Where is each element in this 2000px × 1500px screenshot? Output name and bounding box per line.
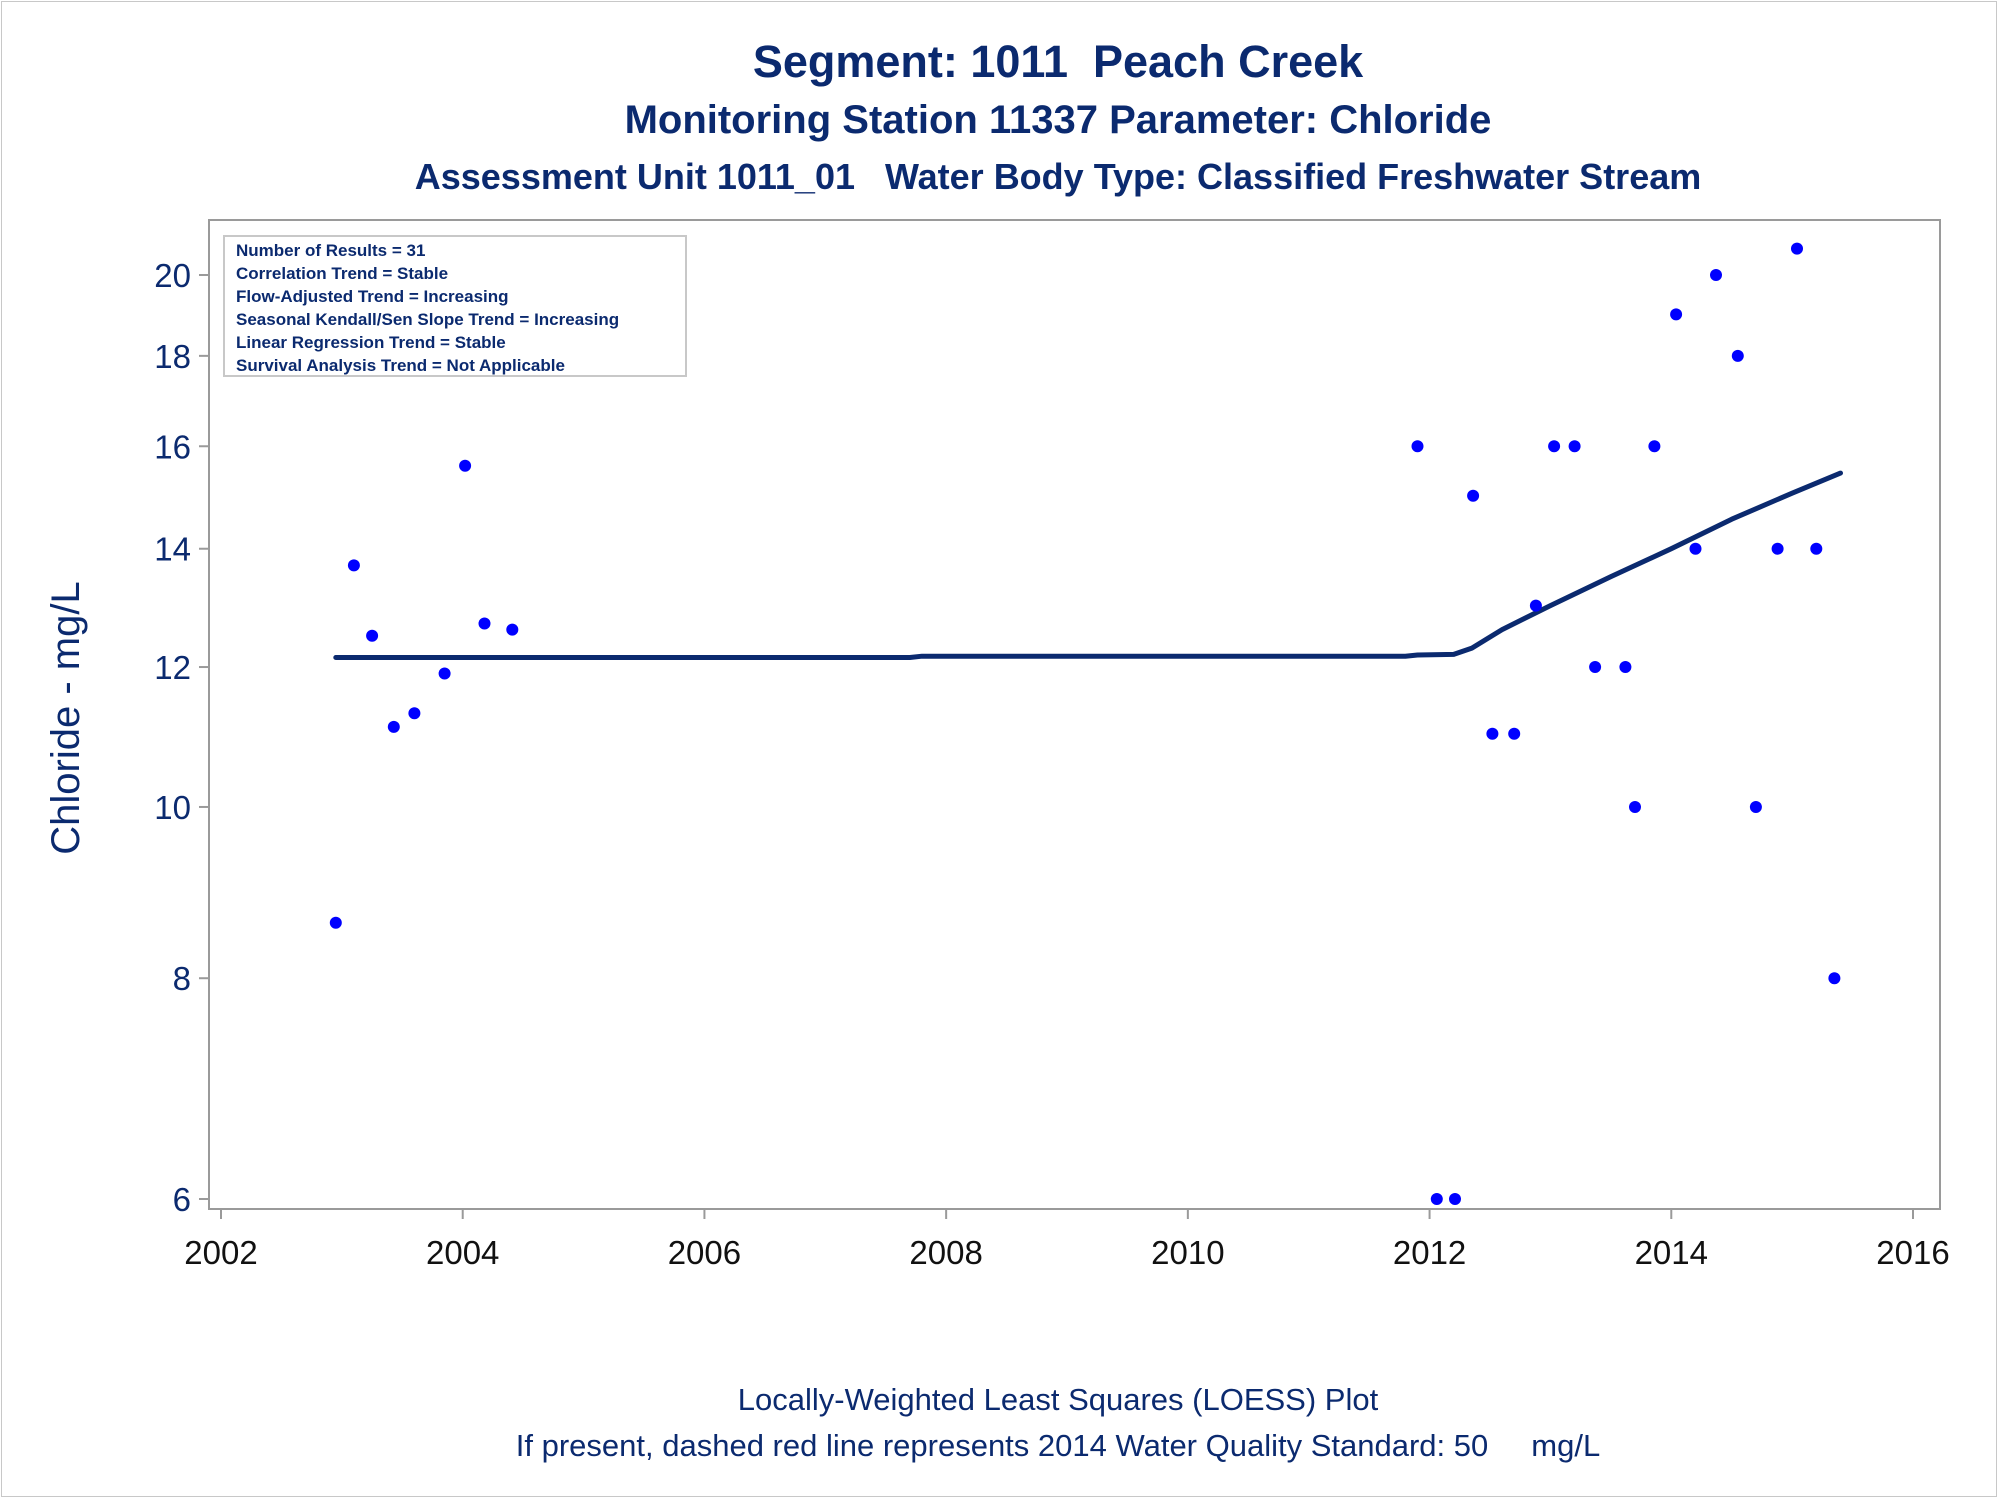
- plot-area: [208, 219, 1941, 1210]
- loess-line: [333, 470, 1843, 660]
- x-tick-label: 2006: [668, 1234, 741, 1271]
- data-point: [347, 559, 360, 572]
- data-point: [459, 459, 472, 472]
- stats-box: Number of Results = 31 Correlation Trend…: [223, 235, 687, 377]
- x-tick-label: 2004: [426, 1234, 499, 1271]
- data-point: [1411, 440, 1424, 453]
- stat-correlation: Correlation Trend = Stable: [236, 264, 448, 283]
- data-point: [1508, 727, 1521, 740]
- x-tick-label: 2010: [1151, 1234, 1224, 1271]
- y-axis: 6 8 10 12 14 16 18 20: [154, 257, 209, 1218]
- data-point: [387, 720, 400, 733]
- loess-layer: [333, 470, 1843, 660]
- data-point: [1486, 727, 1499, 740]
- data-point: [1731, 349, 1744, 362]
- data-point: [1548, 440, 1561, 453]
- data-point: [1791, 242, 1803, 255]
- y-tick-label: 14: [154, 531, 191, 568]
- data-point: [1568, 440, 1581, 453]
- data-point: [438, 667, 451, 680]
- stat-flow-adjusted: Flow-Adjusted Trend = Increasing: [236, 287, 509, 306]
- footnote-loess: Locally-Weighted Least Squares (LOESS) P…: [737, 1382, 1379, 1417]
- y-tick-label: 16: [154, 428, 191, 465]
- y-tick-label: 18: [154, 338, 191, 375]
- x-tick-label: 2016: [1876, 1234, 1949, 1271]
- chart-subtitle-station: Monitoring Station 11337 Parameter: Chlo…: [624, 98, 1492, 142]
- data-point: [1670, 308, 1683, 321]
- stat-seasonal-kendall: Seasonal Kendall/Sen Slope Trend = Incre…: [236, 310, 619, 329]
- data-point: [1449, 1193, 1461, 1205]
- data-point: [1771, 542, 1784, 555]
- x-tick-label: 2002: [184, 1234, 257, 1271]
- data-point: [1529, 599, 1542, 612]
- data-point: [1648, 440, 1661, 453]
- data-point: [408, 707, 421, 720]
- y-tick-label: 6: [173, 1181, 191, 1218]
- points-layer: [329, 242, 1841, 1205]
- y-tick-label: 12: [154, 649, 191, 686]
- chart-title: Segment: 1011 Peach Creek: [752, 36, 1364, 87]
- data-point: [366, 629, 379, 642]
- data-point: [1828, 972, 1841, 985]
- data-point: [1749, 801, 1762, 813]
- data-point: [1589, 661, 1602, 673]
- data-point: [1689, 542, 1702, 555]
- data-point: [1710, 269, 1722, 281]
- stat-results: Number of Results = 31: [236, 241, 425, 260]
- x-tick-label: 2014: [1635, 1234, 1708, 1271]
- x-tick-label: 2012: [1393, 1234, 1466, 1271]
- stat-linear-regression: Linear Regression Trend = Stable: [236, 333, 506, 352]
- x-axis: 2002 2004 2006 2008 2010 2012 2014 2016: [184, 1209, 1950, 1271]
- y-tick-label: 10: [154, 789, 191, 826]
- stat-survival-analysis: Survival Analysis Trend = Not Applicable: [236, 356, 565, 375]
- y-tick-label: 8: [173, 960, 191, 997]
- data-point: [329, 916, 342, 929]
- data-point: [478, 617, 491, 630]
- stats-box-frame: [223, 235, 687, 377]
- data-point: [1467, 489, 1480, 502]
- footnote-standard: If present, dashed red line represents 2…: [515, 1428, 1601, 1463]
- data-point: [1629, 801, 1641, 813]
- data-point: [1430, 1193, 1443, 1205]
- data-point: [506, 623, 519, 636]
- chart-subtitle-assessment: Assessment Unit 1011_01 Water Body Type:…: [414, 156, 1702, 197]
- data-point: [1810, 542, 1823, 555]
- data-point: [1619, 661, 1632, 673]
- y-tick-label: 20: [154, 257, 191, 294]
- x-tick-label: 2008: [909, 1234, 982, 1271]
- y-axis-title: Chloride - mg/L: [44, 581, 88, 854]
